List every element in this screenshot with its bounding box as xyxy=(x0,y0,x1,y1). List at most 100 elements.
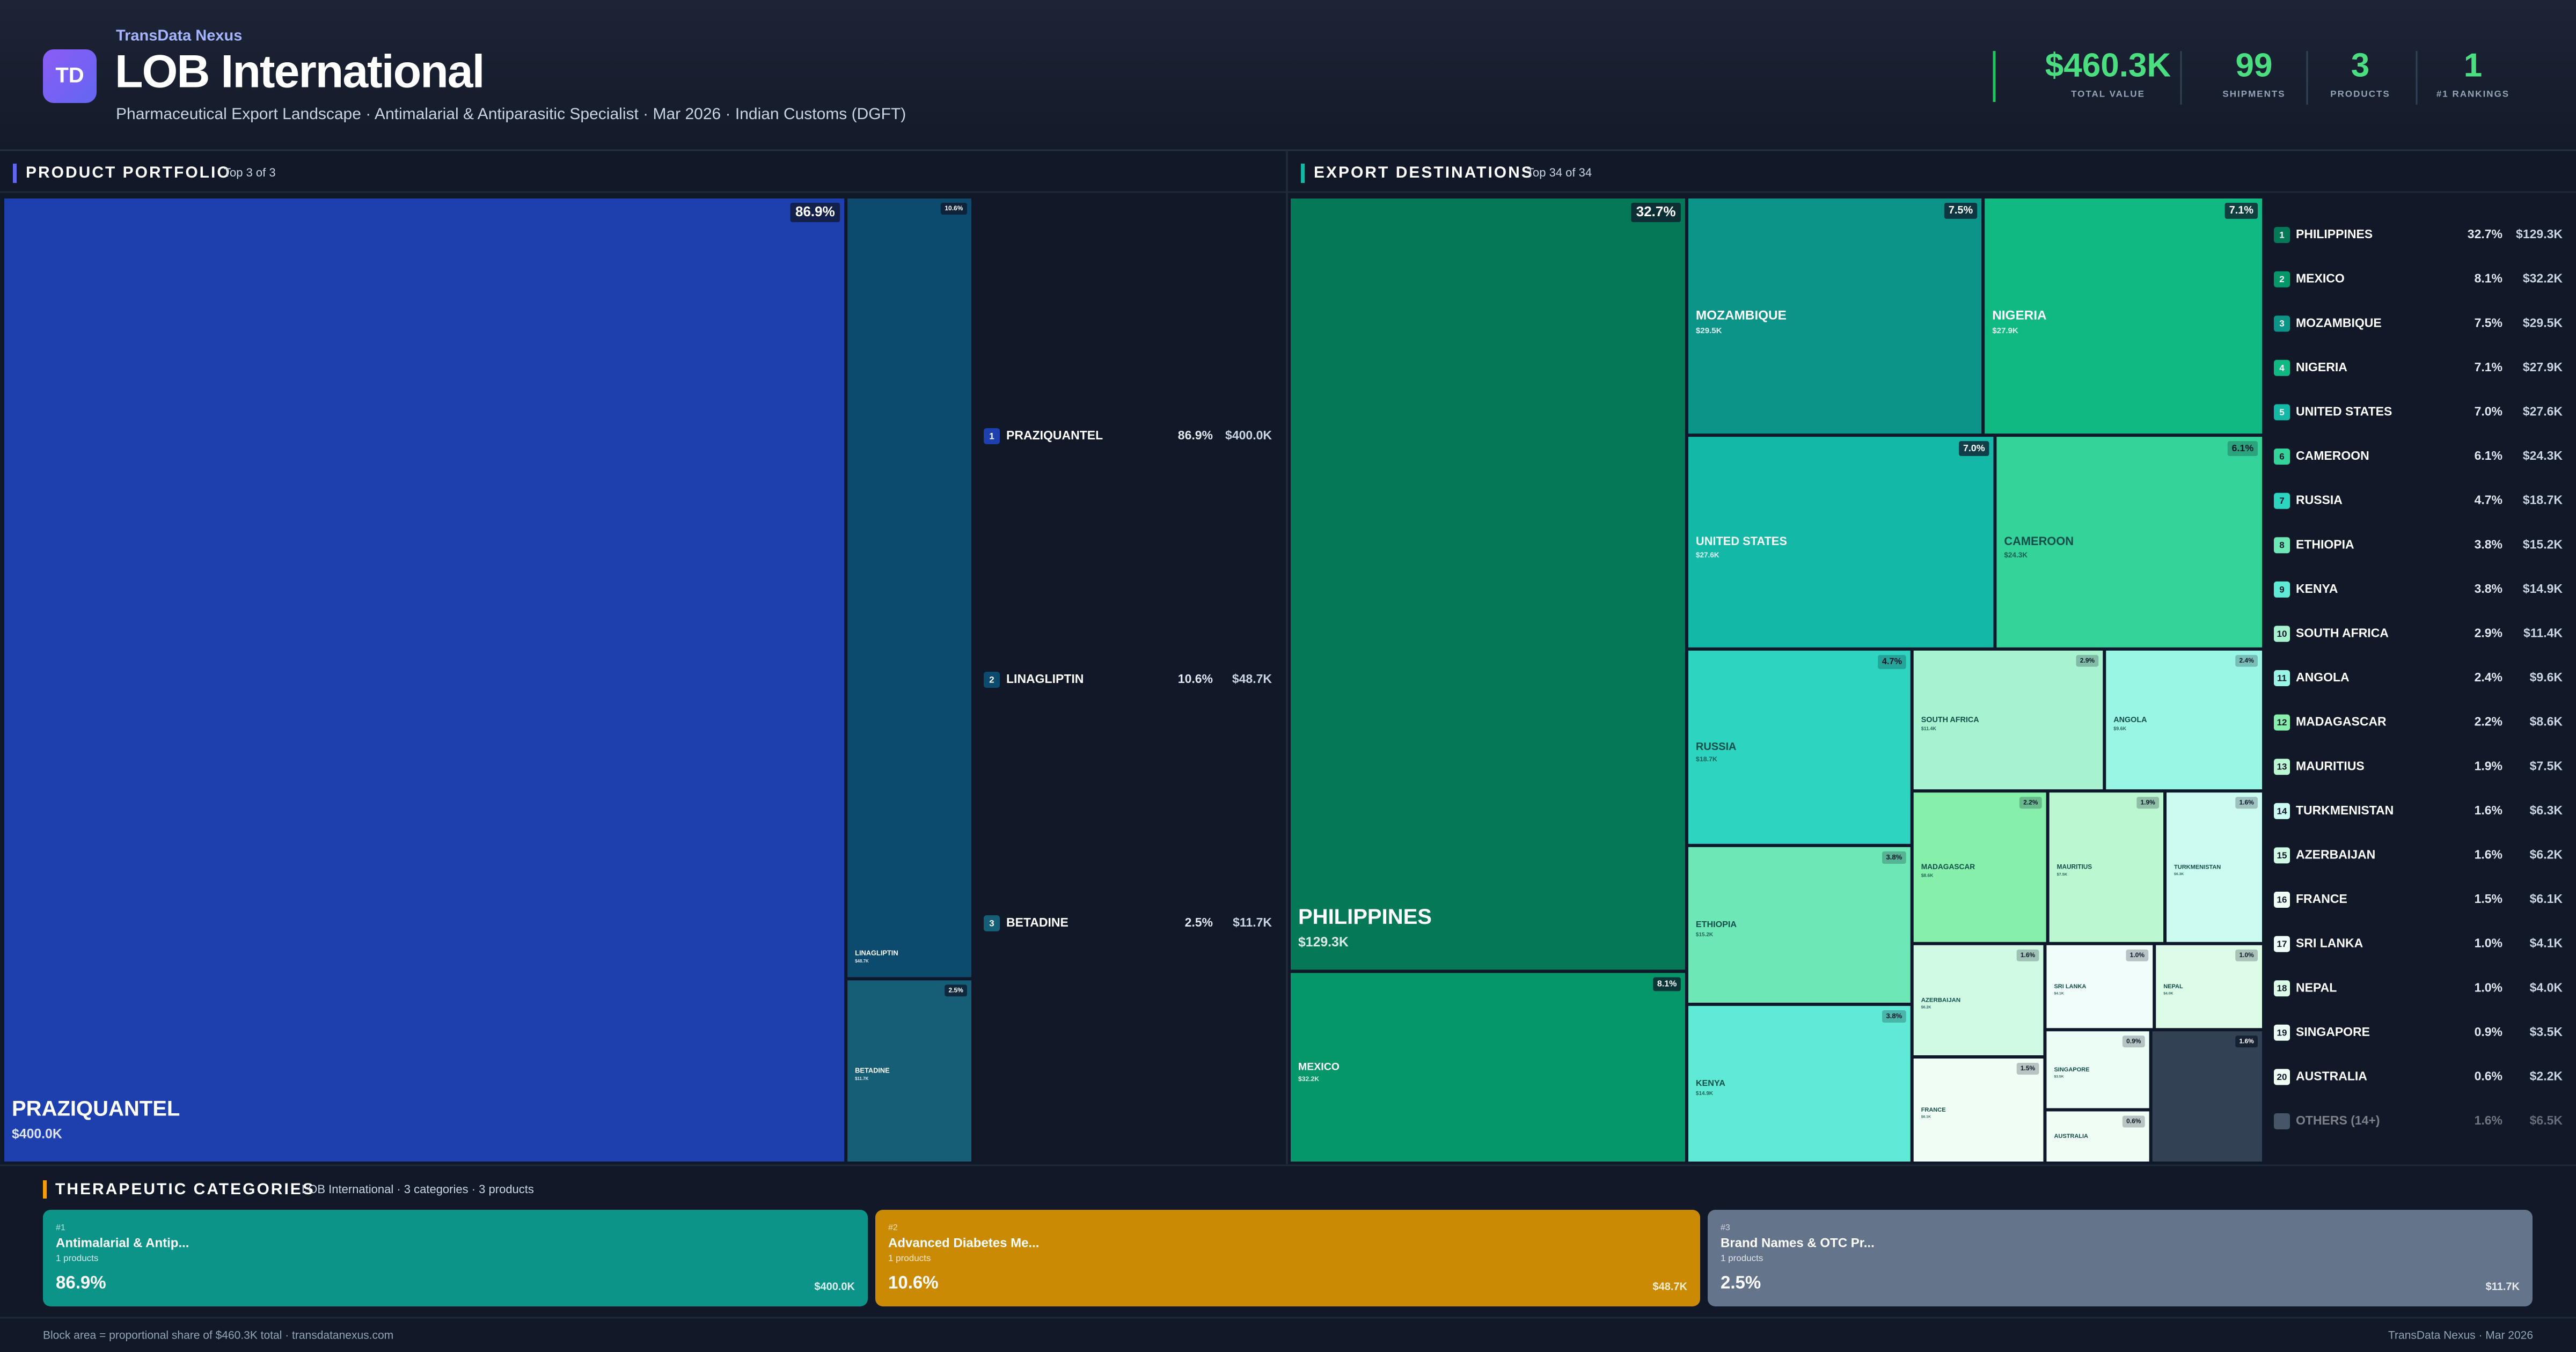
tile-label: KENYA xyxy=(1696,1078,1725,1088)
section-accent xyxy=(1301,164,1305,183)
share-badge xyxy=(1944,203,1978,219)
footer-credit: TransData Nexus · Mar 2026 xyxy=(2388,1329,2533,1342)
share-badge xyxy=(790,203,840,222)
rank-number: 19 xyxy=(2277,1027,2287,1038)
tile-label: LINAGLIPTIN xyxy=(855,949,898,957)
card-share: 10.6% xyxy=(888,1273,939,1292)
brand: TransData Nexus xyxy=(116,27,242,45)
share-badge xyxy=(1882,1010,1906,1023)
rank-badge xyxy=(2274,626,2290,642)
legend-value: $11.4K xyxy=(2523,626,2563,640)
tile-value: $24.3K xyxy=(2004,551,2028,559)
treemap-tile xyxy=(4,199,845,1162)
rank-badge xyxy=(2274,227,2290,243)
footer-note: Block area = proportional share of $460.… xyxy=(43,1329,393,1342)
rank-number: 1 xyxy=(989,431,994,441)
tile-label: BETADINE xyxy=(855,1067,890,1075)
category-card xyxy=(875,1210,1700,1306)
legend-share: 10.6% xyxy=(1178,672,1213,686)
rank-badge xyxy=(2274,537,2290,554)
legend-share: 1.5% xyxy=(2475,892,2502,906)
tile-label: NIGERIA xyxy=(1992,308,2046,323)
kpi-value: 1 xyxy=(2464,47,2482,84)
tile-label: MEXICO xyxy=(1298,1061,1340,1072)
tile-label: SINGAPORE xyxy=(2054,1067,2089,1073)
tile-label: ANGOLA xyxy=(2113,716,2147,724)
legend-name: UNITED STATES xyxy=(2296,404,2392,418)
share-badge-text: 1.6% xyxy=(2239,1037,2254,1045)
legend-share: 2.9% xyxy=(2475,626,2502,640)
tile-value: $6.2K xyxy=(1921,1005,1932,1009)
category-card xyxy=(1708,1210,2533,1306)
section-accent xyxy=(13,164,17,183)
rank-number: 7 xyxy=(2279,496,2284,506)
share-badge-text: 0.6% xyxy=(2126,1118,2141,1125)
section-title: PRODUCT PORTFOLIO xyxy=(26,164,231,181)
rank-badge xyxy=(2274,892,2290,908)
rank-number: 3 xyxy=(989,918,994,928)
tile-value: $11.4K xyxy=(1921,726,1937,731)
legend-value: $27.9K xyxy=(2523,360,2563,374)
legend-share: 6.1% xyxy=(2475,449,2502,462)
rank-badge xyxy=(2274,980,2290,997)
legend-value: $48.7K xyxy=(1232,672,1272,686)
share-badge-text: 0.9% xyxy=(2126,1037,2141,1045)
tile-value: $27.6K xyxy=(1696,551,1719,559)
share-badge xyxy=(2224,203,2258,219)
logo xyxy=(43,49,97,103)
share-badge xyxy=(2016,949,2039,961)
tile-label: UNITED STATES xyxy=(1696,534,1787,548)
treemap-tile xyxy=(1985,199,2262,434)
legend-share: 1.6% xyxy=(2475,1113,2502,1127)
legend-share: 1.9% xyxy=(2475,759,2502,773)
treemap-tile xyxy=(1688,847,1911,1003)
section-subtitle: LOB International · 3 categories · 3 pro… xyxy=(302,1182,534,1196)
tile-value: $6.3K xyxy=(2174,872,2184,876)
share-badge xyxy=(2019,797,2042,809)
rank-number: 16 xyxy=(2277,894,2287,905)
legend-share: 86.9% xyxy=(1178,428,1213,442)
share-badge xyxy=(1653,977,1681,991)
treemap-tile xyxy=(1688,437,1994,648)
treemap-tile xyxy=(1913,792,2046,942)
share-badge xyxy=(1878,655,1906,670)
kpi-label: PRODUCTS xyxy=(2330,89,2390,99)
legend-name: MADAGASCAR xyxy=(2296,715,2387,729)
legend-share: 2.2% xyxy=(2475,715,2502,729)
legend-value: $4.0K xyxy=(2530,980,2563,994)
section-accent xyxy=(43,1180,47,1199)
legend-name: RUSSIA xyxy=(2296,493,2343,507)
tile-label: FRANCE xyxy=(1921,1107,1946,1113)
tile-value: $400.0K xyxy=(12,1127,62,1142)
share-badge xyxy=(2076,655,2099,667)
legend-share: 3.8% xyxy=(2475,582,2502,596)
card-count: 1 products xyxy=(1721,1253,1763,1263)
legend-name: SRI LANKA xyxy=(2296,936,2363,950)
kpi-label: SHIPMENTS xyxy=(2222,89,2285,99)
kpi-value: $460.3K xyxy=(2045,47,2171,84)
legend-share: 0.6% xyxy=(2475,1069,2502,1083)
kpi-value: 99 xyxy=(2236,47,2273,84)
legend-value: $32.2K xyxy=(2523,271,2563,285)
rank-badge xyxy=(2274,1069,2290,1085)
card-count: 1 products xyxy=(888,1253,931,1263)
share-badge-text: 10.6% xyxy=(945,204,963,212)
legend-share: 0.9% xyxy=(2475,1025,2502,1039)
category-card xyxy=(43,1210,868,1306)
legend-name: SINGAPORE xyxy=(2296,1025,2370,1039)
treemap-tile xyxy=(1913,650,2103,790)
tile-value: $48.7K xyxy=(855,959,869,964)
legend-value: $2.2K xyxy=(2530,1069,2563,1083)
share-badge xyxy=(1882,851,1906,864)
tile-value: $15.2K xyxy=(1696,932,1714,938)
share-badge-text: 7.0% xyxy=(1963,443,1985,453)
legend-value: $11.7K xyxy=(1233,915,1272,929)
rank-badge xyxy=(984,915,1000,931)
rank-badge xyxy=(2274,493,2290,509)
share-badge xyxy=(940,203,967,215)
rank-number: 1 xyxy=(2279,230,2284,240)
treemap-tile xyxy=(1291,199,1685,970)
rank-badge xyxy=(2274,803,2290,819)
legend-share: 7.0% xyxy=(2475,404,2502,418)
legend-name: PHILIPPINES xyxy=(2296,227,2373,241)
